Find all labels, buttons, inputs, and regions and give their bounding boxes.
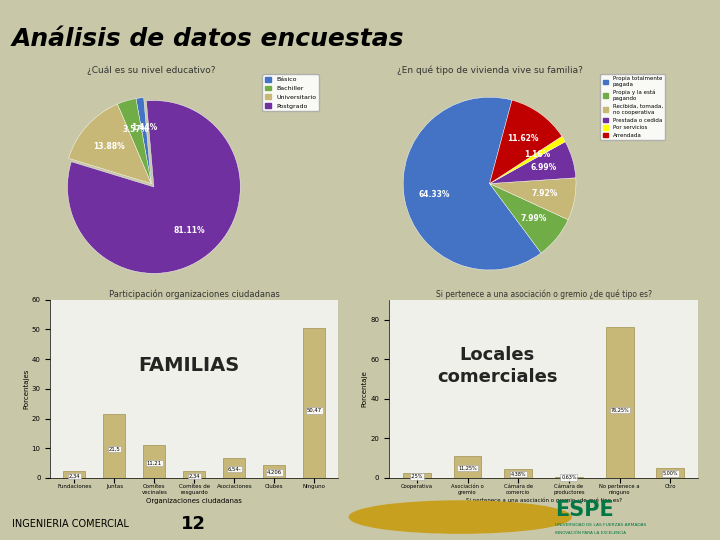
Wedge shape <box>490 141 576 184</box>
Legend: Propia totalmente
pagada, Propia y la está
pagando, Recibida, tomada,
no coopera: Propia totalmente pagada, Propia y la es… <box>600 74 665 140</box>
Bar <box>403 473 431 478</box>
Bar <box>657 468 684 478</box>
Circle shape <box>349 501 571 533</box>
Wedge shape <box>490 178 576 220</box>
Text: 2,34: 2,34 <box>189 474 200 478</box>
Wedge shape <box>490 100 562 184</box>
Title: ¿Cuál es su nivel educativo?: ¿Cuál es su nivel educativo? <box>87 66 215 75</box>
Title: ¿En qué tipo de vivienda vive su familia?: ¿En qué tipo de vivienda vive su familia… <box>397 65 582 75</box>
Text: 2,34: 2,34 <box>68 474 81 478</box>
Bar <box>504 469 532 478</box>
Text: 11,21: 11,21 <box>147 461 162 465</box>
Text: 50,47: 50,47 <box>307 408 322 413</box>
Text: Locales
comerciales: Locales comerciales <box>437 346 557 386</box>
Bar <box>184 471 205 478</box>
Text: 21,5: 21,5 <box>109 447 120 451</box>
Text: 1.44%: 1.44% <box>130 124 157 132</box>
Text: 0,63%: 0,63% <box>561 475 577 480</box>
Text: Análisis de datos encuestas: Análisis de datos encuestas <box>12 26 405 51</box>
Bar <box>303 328 325 478</box>
Text: 1.16%: 1.16% <box>525 150 551 159</box>
Text: INNOVACIÓN PARA LA EXCELENCIA: INNOVACIÓN PARA LA EXCELENCIA <box>555 531 626 535</box>
Bar <box>264 465 285 478</box>
Text: 12: 12 <box>181 515 206 534</box>
Bar <box>63 471 86 478</box>
Text: 81.11%: 81.11% <box>174 226 205 235</box>
Bar <box>143 444 166 478</box>
Title: Si pertenece a una asociación o gremio ¿de qué tipo es?: Si pertenece a una asociación o gremio ¿… <box>436 289 652 299</box>
Wedge shape <box>136 98 151 184</box>
Text: ESPE: ESPE <box>555 500 614 520</box>
Wedge shape <box>403 97 541 270</box>
Text: 13.88%: 13.88% <box>94 141 125 151</box>
Wedge shape <box>490 184 568 253</box>
Text: UNIVERSIDAD DE LAS FUERZAS ARMADAS: UNIVERSIDAD DE LAS FUERZAS ARMADAS <box>555 523 647 528</box>
Y-axis label: Porcentajes: Porcentajes <box>23 369 29 409</box>
Text: 11,25%: 11,25% <box>458 465 477 470</box>
Wedge shape <box>68 104 151 184</box>
Text: 5,00%: 5,00% <box>662 471 678 476</box>
Text: 11.62%: 11.62% <box>507 133 539 143</box>
Text: FAMILIAS: FAMILIAS <box>138 356 239 375</box>
Bar <box>555 477 583 478</box>
Bar <box>454 456 482 478</box>
Text: 6.99%: 6.99% <box>531 163 557 172</box>
Legend: Básico, Bachiller, Universitario, Postgrado: Básico, Bachiller, Universitario, Postgr… <box>262 75 319 111</box>
Text: 6,54-: 6,54- <box>228 467 241 471</box>
X-axis label: Organizaciones ciudadanas: Organizaciones ciudadanas <box>146 498 243 504</box>
Text: .25%: .25% <box>410 474 423 479</box>
Text: 7.99%: 7.99% <box>520 214 546 224</box>
Text: 64.33%: 64.33% <box>419 190 450 199</box>
Text: INGENIERIA COMERCIAL: INGENIERIA COMERCIAL <box>12 519 129 529</box>
Y-axis label: Porcentaje: Porcentaje <box>361 370 367 407</box>
Text: 4.206: 4.206 <box>267 470 282 475</box>
Text: 76,25%: 76,25% <box>611 408 629 413</box>
Text: 7.92%: 7.92% <box>531 189 558 198</box>
Text: 4,38%: 4,38% <box>510 471 526 476</box>
Bar <box>223 458 246 478</box>
X-axis label: Si pertenece a una asociación o gremio ¿de qué tipo es?: Si pertenece a una asociación o gremio ¿… <box>466 498 621 503</box>
Wedge shape <box>490 136 565 184</box>
Wedge shape <box>117 99 151 184</box>
Wedge shape <box>68 100 240 273</box>
Bar <box>104 414 125 478</box>
Title: Participación organizaciones ciudadanas: Participación organizaciones ciudadanas <box>109 289 280 299</box>
Text: 3.57%: 3.57% <box>122 125 148 134</box>
Bar <box>606 327 634 478</box>
